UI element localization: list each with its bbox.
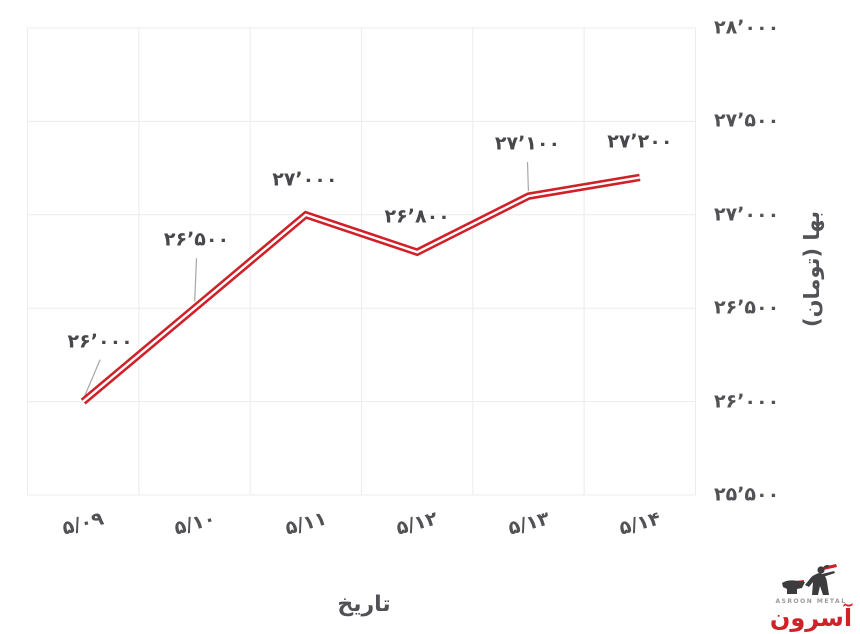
y-tick-label: ۲۶٬۰۰۰ (714, 390, 780, 413)
y-tick-label: ۲۷٬۰۰۰ (714, 203, 780, 226)
data-point-label: ۲۶٬۰۰۰ (67, 330, 133, 353)
y-tick-label: ۲۶٬۵۰۰ (714, 296, 780, 319)
price-line-inner (82, 176, 641, 403)
y-axis-title: بها (تومان) (800, 211, 824, 328)
logo-brand-fa: آسرون (769, 604, 853, 632)
x-axis-title: تاریخ (337, 592, 391, 617)
data-point-label: ۲۷٬۱۰۰ (494, 132, 561, 155)
data-point-label: ۲۷٬۲۰۰ (607, 130, 673, 153)
y-tick-label: ۲۸٬۰۰۰ (714, 16, 780, 39)
data-point-label: ۲۷٬۰۰۰ (272, 168, 338, 191)
data-point-label: ۲۶٬۵۰۰ (163, 228, 230, 251)
logo-brand-en: ASROON METAL (775, 598, 847, 605)
y-tick-label: ۲۵٬۵۰۰ (714, 483, 780, 506)
asroon-logo: ASROON METAL آسرون (768, 562, 854, 630)
blacksmith-icon (782, 564, 837, 595)
data-label-leader-line (84, 359, 101, 396)
y-tick-label: ۲۷٬۵۰۰ (714, 109, 780, 132)
data-label-leader-line (194, 258, 198, 302)
data-label-leader-line (526, 162, 529, 191)
data-point-label: ۲۶٬۸۰۰ (384, 205, 450, 228)
